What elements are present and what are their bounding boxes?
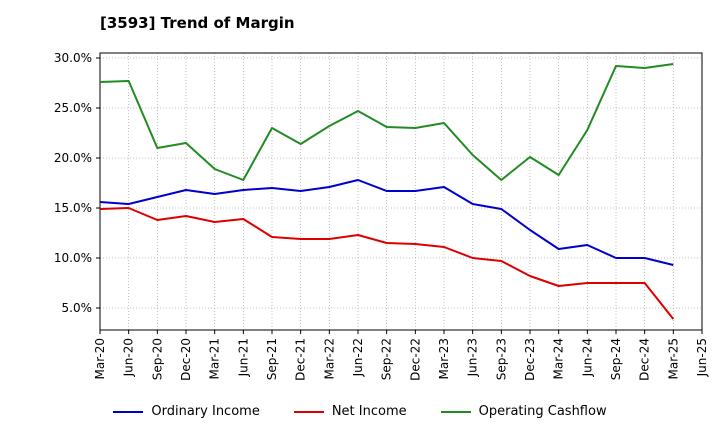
legend-label-operating-cashflow: Operating Cashflow — [478, 404, 607, 419]
y-tick-label: 30.0% — [54, 51, 92, 65]
y-tick-label: 25.0% — [54, 101, 92, 115]
y-tick-label: 20.0% — [54, 151, 92, 165]
x-tick-label: Sep-20 — [150, 338, 164, 380]
x-tick-label: Mar-22 — [322, 338, 336, 379]
x-tick-label: Mar-20 — [93, 338, 107, 379]
series-line-net-income — [99, 207, 675, 320]
x-tick-label: Mar-23 — [437, 338, 451, 379]
x-tick-label: Sep-23 — [494, 338, 508, 380]
legend: Ordinary Income Net Income Operating Cas… — [0, 404, 720, 419]
axes-layer — [96, 52, 703, 334]
legend-item-ordinary-income: Ordinary Income — [113, 404, 260, 419]
y-tick-label: 10.0% — [54, 251, 92, 265]
x-tick-label: Jun-20 — [122, 338, 136, 377]
x-tick-label: Jun-23 — [466, 338, 480, 377]
x-tick-label: Dec-24 — [638, 338, 652, 381]
x-tick-label: Dec-21 — [294, 338, 308, 381]
legend-swatch-ordinary-income — [113, 410, 144, 413]
plot-frame — [99, 52, 703, 331]
y-tick-label: 5.0% — [62, 301, 93, 315]
line-chart: 5.0% 10.0% 15.0% 20.0% 25.0% 30.0% Mar-20 Jun-2… — [54, 51, 709, 381]
chart-title: [3593] Trend of Margin — [100, 14, 295, 32]
x-tick-label: Mar-24 — [552, 338, 566, 379]
x-tick-label: Jun-25 — [695, 338, 709, 377]
x-tick-label: Jun-24 — [580, 338, 594, 377]
legend-item-operating-cashflow: Operating Cashflow — [440, 404, 607, 419]
x-tick-label: Sep-21 — [265, 338, 279, 380]
legend-swatch-operating-cashflow — [440, 410, 471, 413]
legend-swatch-net-income — [293, 410, 324, 413]
tick-labels-layer: 5.0% 10.0% 15.0% 20.0% 25.0% 30.0% Mar-20 Jun-2… — [54, 51, 709, 381]
x-tick-label: Dec-23 — [523, 338, 537, 381]
x-tick-label: Dec-20 — [179, 338, 193, 381]
series-line-ordinary-income — [99, 179, 674, 266]
legend-label-ordinary-income: Ordinary Income — [151, 404, 260, 419]
legend-item-net-income: Net Income — [293, 404, 407, 419]
y-tick-label: 15.0% — [54, 201, 92, 215]
x-tick-label: Sep-24 — [609, 338, 623, 380]
x-tick-label: Mar-21 — [208, 338, 222, 379]
x-tick-label: Mar-25 — [666, 338, 680, 379]
x-tick-label: Dec-22 — [408, 338, 422, 381]
legend-label-net-income: Net Income — [331, 404, 407, 419]
series-layer — [99, 63, 675, 320]
x-tick-label: Sep-22 — [380, 338, 394, 380]
x-tick-label: Jun-22 — [351, 338, 365, 377]
series-line-operating-cashflow — [99, 63, 674, 181]
x-tick-label: Jun-21 — [236, 338, 250, 377]
